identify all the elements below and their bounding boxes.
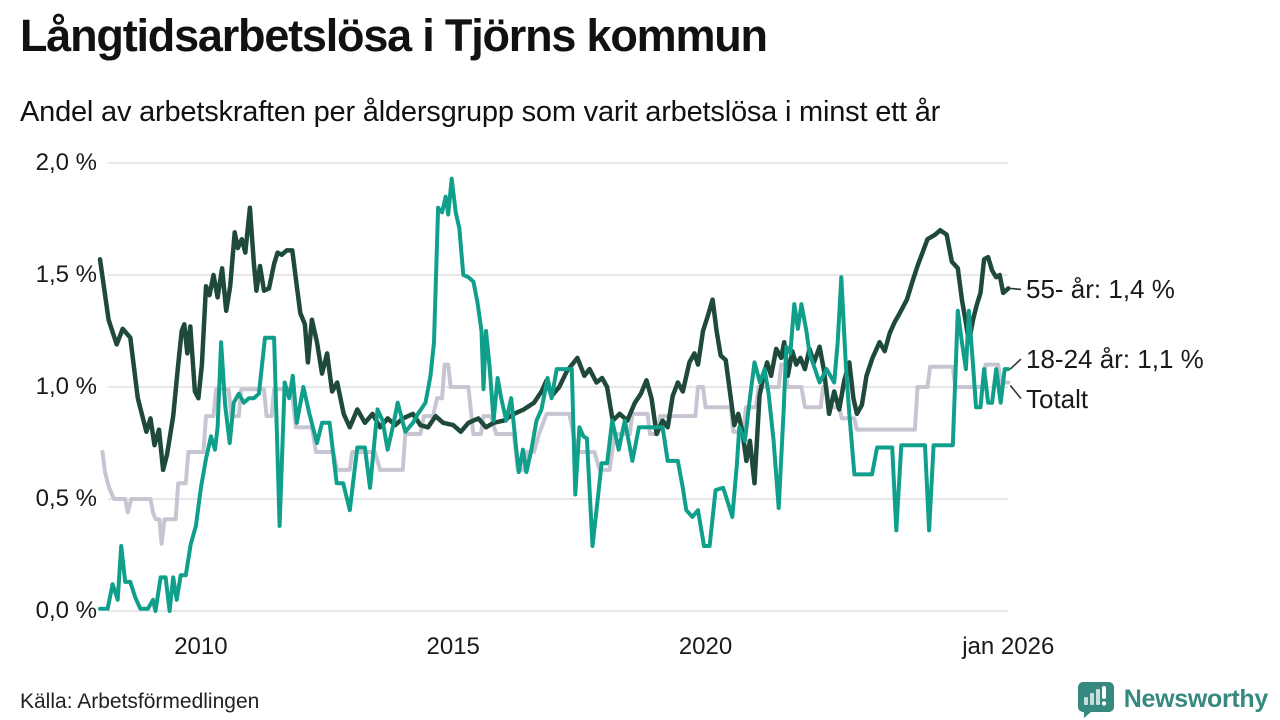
brand-name: Newsworthy [1123, 684, 1269, 713]
y-axis-tick-label: 1,5 % [35, 261, 97, 288]
series-end-label-18-24-r: 18-24 år: 1,1 % [1026, 344, 1204, 375]
x-axis-tick-label: 2010 [174, 633, 228, 660]
y-axis-tick-label: 0,5 % [35, 485, 97, 512]
bar-chart-speech-bubble-icon [1077, 682, 1114, 718]
brand-logo: Newsworthy [1076, 680, 1268, 718]
series-end-label-totalt: Totalt [1026, 383, 1089, 414]
series-end-label-55-r: 55- år: 1,4 % [1026, 274, 1175, 305]
label-connector [1010, 287, 1022, 291]
series-line-55-r [97, 205, 1011, 486]
label-connector [1009, 385, 1022, 400]
series-line-totalt [100, 362, 1011, 546]
x-axis-tick-label: 2020 [678, 633, 733, 660]
y-axis-tick-label: 0,0 % [35, 597, 97, 624]
x-axis-tick-label: jan 2026 [962, 633, 1055, 660]
label-connector [1009, 358, 1022, 370]
y-axis-tick-label: 2,0 % [35, 149, 97, 176]
source-note: Källa: Arbetsförmedlingen [20, 690, 260, 713]
page-title: Långtidsarbetslösa i Tjörns kommun [20, 10, 768, 61]
series-line-18-24-r [98, 176, 1011, 613]
page-subtitle: Andel av arbetskraften per åldersgrupp s… [20, 96, 941, 128]
y-axis-tick-label: 1,0 % [35, 373, 97, 400]
x-axis-tick-label: 2015 [426, 633, 480, 660]
